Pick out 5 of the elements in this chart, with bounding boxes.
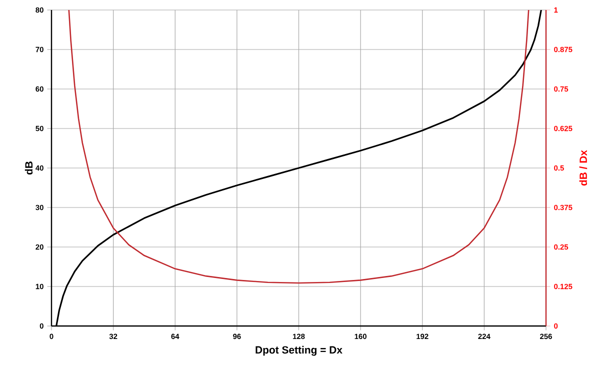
y2-axis-title: dB / Dx [579, 150, 588, 186]
line-series [56, 10, 542, 326]
y-axis-title: dB [24, 162, 33, 175]
line-series [68, 10, 530, 284]
x-axis-title: Dpot Setting = Dx [256, 346, 342, 356]
